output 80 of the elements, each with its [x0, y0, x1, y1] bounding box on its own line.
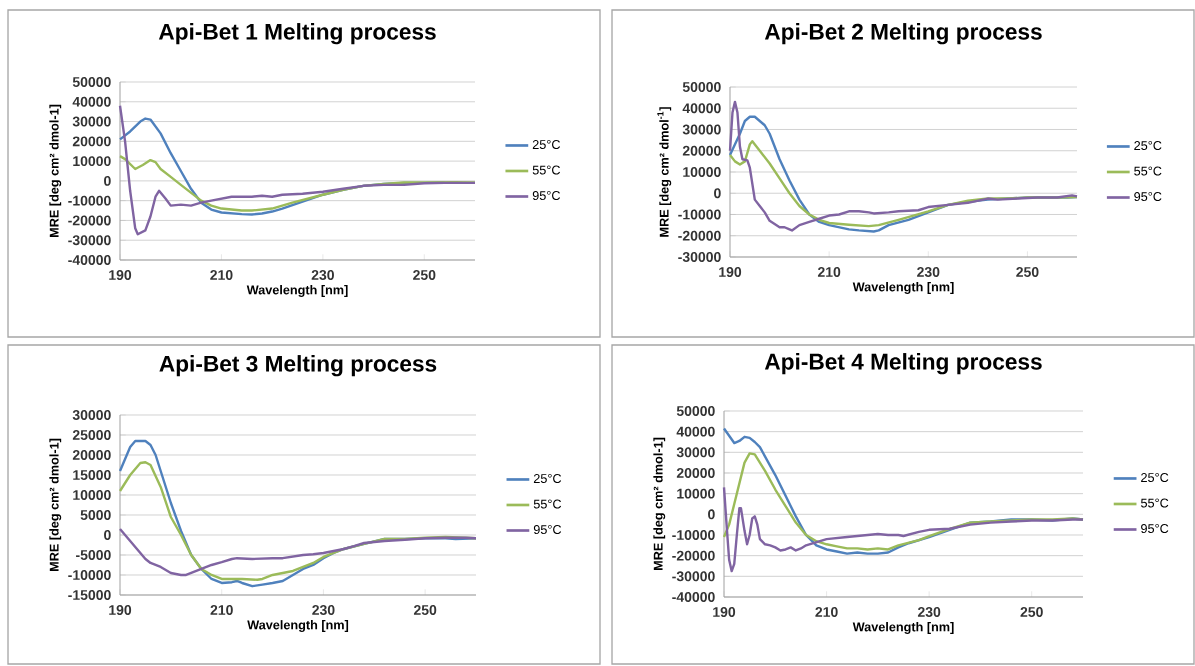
- x-tick-label: 190: [109, 270, 132, 280]
- y-tick-label: 30000: [682, 124, 721, 135]
- y-tick-label: -10000: [678, 209, 721, 220]
- y-tick-label: 0: [708, 509, 715, 520]
- y-tick-label: -30000: [678, 252, 721, 262]
- x-tick-label: 250: [413, 605, 437, 615]
- y-tick-label: 10000: [73, 490, 111, 500]
- y-axis-title: MRE [deg cm² dmol-1]: [49, 104, 62, 237]
- x-tick-label: 230: [311, 270, 334, 280]
- y-tick-label: -10000: [672, 530, 715, 540]
- x-tick-label: 250: [1020, 607, 1043, 617]
- y-tick-label: 20000: [72, 136, 111, 147]
- legend-label: 55°C: [532, 165, 561, 175]
- x-axis-title: Wavelength [nm]: [246, 285, 348, 297]
- y-tick-label: 20000: [682, 145, 721, 156]
- legend-label: 95°C: [1141, 524, 1169, 534]
- y-tick-label: -40000: [672, 592, 715, 602]
- x-tick-label: 210: [815, 607, 838, 617]
- x-tick-label: 250: [413, 270, 436, 280]
- legend-label: 55°C: [1134, 166, 1162, 176]
- x-tick-label: 210: [210, 605, 233, 615]
- y-tick-label: 50000: [676, 406, 715, 416]
- x-tick-label: 250: [1016, 267, 1039, 277]
- chart-title: Api-Bet 2 Melting process: [764, 23, 1042, 45]
- y-tick-label: 0: [104, 175, 111, 186]
- x-tick-label: 190: [713, 607, 736, 617]
- y-tick-label: -20000: [678, 230, 721, 241]
- x-tick-label: 190: [109, 605, 132, 615]
- y-tick-label: 50000: [682, 82, 721, 92]
- y-tick-label: 30000: [72, 410, 111, 420]
- y-tick-label: -20000: [68, 215, 111, 226]
- x-tick-label: 210: [210, 270, 233, 280]
- y-tick-label: 10000: [73, 156, 111, 167]
- legend-label: 25°C: [1141, 473, 1169, 483]
- y-tick-label: -30000: [68, 235, 111, 246]
- y-tick-label: 20000: [72, 450, 111, 460]
- y-tick-label: -5000: [76, 550, 111, 560]
- legend-label: 55°C: [533, 499, 562, 509]
- y-tick-label: -10000: [68, 570, 111, 580]
- x-tick-label: 230: [917, 607, 941, 617]
- y-tick-label: -30000: [672, 571, 715, 582]
- line-series: [728, 139, 1079, 228]
- x-tick-label: 230: [312, 605, 335, 615]
- y-axis-title: MRE [deg cm² dmol$^{-1}$]: [657, 107, 672, 237]
- legend-label: 55°C: [1140, 498, 1169, 508]
- y-tick-label: 40000: [72, 96, 111, 107]
- legend-label: 25°C: [533, 474, 562, 484]
- x-axis-title: Wavelength [nm]: [852, 622, 954, 634]
- y-tick-label: 5000: [80, 510, 111, 520]
- legend-label: 25°C: [1134, 141, 1162, 151]
- y-tick-label: 0: [714, 188, 721, 199]
- y-tick-label: 0: [104, 530, 111, 540]
- y-tick-label: -15000: [68, 590, 111, 600]
- chart-title: Api-Bet 4 Melting process: [764, 353, 1042, 375]
- x-axis-title: Wavelength [nm]: [247, 620, 349, 632]
- y-axis-title: MRE [deg cm² dmol-1]: [653, 437, 666, 570]
- legend-label: 95°C: [532, 191, 561, 201]
- y-tick-label: -10000: [68, 195, 111, 206]
- y-tick-label: 30000: [676, 447, 715, 458]
- y-tick-label: 15000: [73, 470, 111, 480]
- x-tick-label: 210: [817, 267, 841, 277]
- legend-label: 95°C: [1134, 192, 1162, 202]
- y-tick-label: 30000: [72, 116, 111, 127]
- y-tick-label: -20000: [672, 550, 715, 561]
- y-tick-label: -40000: [68, 255, 111, 265]
- y-tick-label: 40000: [682, 103, 721, 114]
- legend-label: 25°C: [532, 140, 561, 150]
- legend-label: 95°C: [533, 525, 562, 535]
- chart-title: Api-Bet 1 Melting process: [158, 23, 436, 45]
- y-tick-label: 10000: [677, 488, 715, 499]
- y-axis-title: MRE [deg cm² dmol-1]: [49, 438, 62, 571]
- y-tick-label: 25000: [72, 430, 111, 440]
- y-tick-label: 50000: [72, 77, 111, 87]
- y-tick-label: 40000: [676, 426, 715, 437]
- y-tick-label: 10000: [683, 167, 721, 177]
- x-tick-label: 190: [719, 267, 742, 277]
- chart-title: Api-Bet 3 Melting process: [159, 355, 437, 377]
- x-axis-title: Wavelength [nm]: [852, 282, 954, 294]
- x-tick-label: 230: [917, 267, 940, 277]
- y-tick-label: 20000: [676, 468, 715, 478]
